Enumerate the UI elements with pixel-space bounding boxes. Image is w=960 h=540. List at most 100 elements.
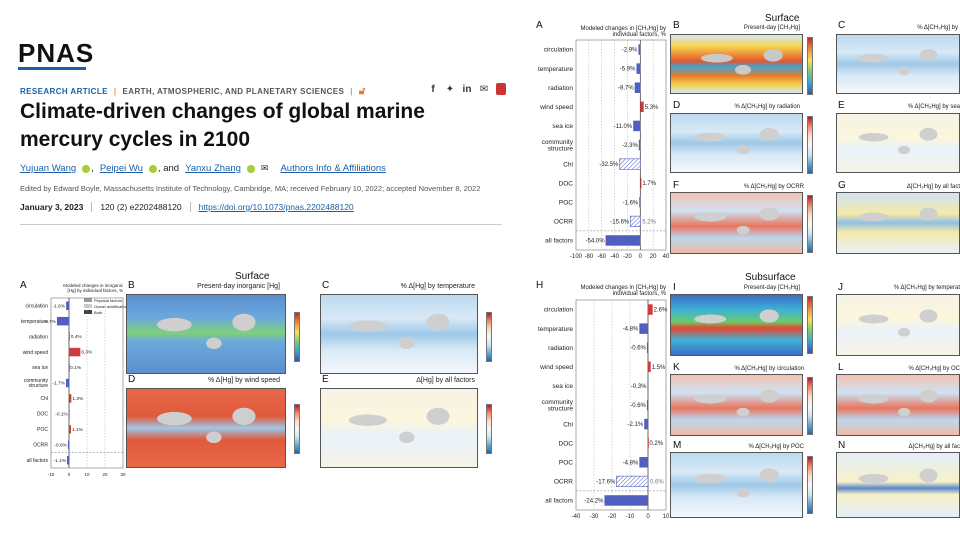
category-label: wind speed <box>23 350 49 356</box>
data-label: -2.1% <box>628 422 644 428</box>
orcid-icon[interactable] <box>82 164 91 173</box>
tick-label: 20 <box>650 254 657 260</box>
tick-label: -30 <box>590 514 599 520</box>
editor-note: Edited by Edward Boyle, Massachusetts In… <box>20 184 481 193</box>
bar <box>69 332 70 341</box>
map-change <box>836 113 960 173</box>
data-label: 1.5% <box>652 365 666 371</box>
category-label: temperature <box>538 66 573 73</box>
tick-label: -10 <box>48 472 55 477</box>
breadcrumb-separator: | <box>113 87 117 96</box>
data-label: -2.9% <box>622 48 638 54</box>
panel-letter: E <box>838 100 845 111</box>
bar <box>639 323 648 334</box>
citation: 120 (2) e2202488120 <box>100 202 182 212</box>
bar <box>647 380 649 392</box>
category-label: Chl <box>563 161 573 168</box>
header-divider <box>20 224 502 225</box>
facebook-icon[interactable]: f <box>431 83 435 95</box>
data-label: -0.6% <box>54 442 67 448</box>
colorbar <box>294 312 300 362</box>
data-label: -1.6% <box>623 200 639 206</box>
map-change <box>836 34 960 94</box>
legend-entry: Ocean acidification <box>94 304 128 309</box>
data-label: 5.3% <box>645 105 659 111</box>
author-separator: , and <box>157 163 180 174</box>
author-link[interactable]: Peipei Wu <box>99 163 143 174</box>
category-label: POC <box>559 199 573 206</box>
map-change <box>670 113 803 173</box>
open-access-icon: 🔓︎ <box>358 86 366 97</box>
panel-letter: C <box>322 280 330 291</box>
data-label: -0.6% <box>630 403 646 409</box>
twitter-icon[interactable]: ✦ <box>445 83 455 95</box>
category-label: wind speed <box>539 104 573 111</box>
data-label: 1.3% <box>72 396 84 402</box>
panel-title: Δ[CH₃Hg] by all fac <box>908 444 960 450</box>
panel-letter: M <box>673 440 682 451</box>
author-list: Yujuan Wang , Peipei Wu , and Yanxu Zhan… <box>20 163 386 174</box>
category-label: community <box>542 139 574 146</box>
panel-letter: D <box>673 100 681 111</box>
bar <box>633 120 641 132</box>
panel-title: % Δ[CH₃Hg] by <box>917 25 958 31</box>
author-link[interactable]: Yanxu Zhang <box>185 163 241 174</box>
panel-letter: D <box>128 374 136 385</box>
panel-letter: L <box>838 362 844 373</box>
tick-label: -20 <box>623 254 632 260</box>
category-label: structure <box>29 383 49 389</box>
panel-title: Modeled changes in [CH₃Hg] by individual… <box>580 285 667 297</box>
map-change <box>836 452 960 518</box>
bar <box>640 177 642 189</box>
map-change <box>836 374 960 436</box>
tick-label: 40 <box>663 254 670 260</box>
affiliations-link[interactable]: Authors Info & Affiliations <box>280 163 386 174</box>
bar <box>619 158 641 170</box>
article-type[interactable]: RESEARCH ARTICLE <box>20 87 108 96</box>
data-label: 5.2% <box>642 219 656 225</box>
altmetric-badge-icon[interactable] <box>496 83 506 95</box>
colorbar <box>807 116 813 174</box>
email-icon[interactable]: ✉ <box>260 163 269 173</box>
linkedin-icon[interactable]: in <box>462 83 472 95</box>
data-label: -8.7% <box>618 86 634 92</box>
category-label: temperature <box>538 326 573 333</box>
colorbar <box>807 37 813 95</box>
panel-title: Present-day [CH₃Hg] <box>743 25 800 31</box>
orcid-icon[interactable] <box>148 164 157 173</box>
category-label: structure <box>548 145 574 152</box>
bar <box>65 378 69 388</box>
tick-label: 30 <box>120 472 126 477</box>
data-label: -54.0% <box>586 238 606 244</box>
author-link[interactable]: Yujuan Wang <box>20 163 77 174</box>
email-icon[interactable]: ✉ <box>479 83 489 95</box>
map-change <box>320 294 478 374</box>
bar <box>56 316 69 326</box>
map-change <box>670 374 803 436</box>
legend-entry: Both <box>94 310 103 315</box>
data-label: -1.7% <box>52 381 65 387</box>
tick-label: -40 <box>572 514 581 520</box>
data-label: -32.5% <box>599 162 619 168</box>
data-label: -1.6% <box>53 303 66 309</box>
category-label: radiation <box>29 334 48 340</box>
data-label: -5.9% <box>620 67 636 73</box>
bar-chart-ch3hg-surface: -100 -80 -60 -40 -20 0 20 40 circulation -2.9% tem… <box>538 39 670 260</box>
category-label: all factors <box>545 238 574 245</box>
subject-link[interactable]: EARTH, ATMOSPHERIC, AND PLANETARY SCIENC… <box>122 87 345 96</box>
data-label: -15.6% <box>610 219 630 225</box>
panel-title: Modeled changes in [CH₃Hg] by individual… <box>580 26 667 38</box>
divider <box>91 202 93 212</box>
tick-label: -100 <box>570 254 583 260</box>
bar <box>67 456 69 465</box>
panel-title: % Δ[Hg] by wind speed <box>208 377 280 384</box>
pnas-logo[interactable]: PNAS <box>18 38 95 68</box>
doi-link[interactable]: https://doi.org/10.1073/pnas.2202488120 <box>198 202 354 212</box>
panel-letter: B <box>128 280 135 291</box>
bar <box>69 425 71 434</box>
tick-label: 10 <box>663 514 670 520</box>
tick-label: 0 <box>68 472 71 477</box>
colorbar <box>486 312 492 362</box>
bar <box>639 457 648 468</box>
orcid-icon[interactable] <box>246 164 255 173</box>
